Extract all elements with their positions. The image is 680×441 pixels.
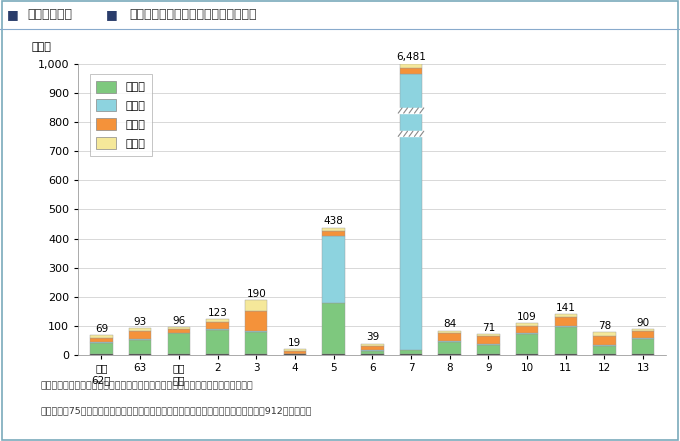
Bar xyxy=(555,314,577,317)
Text: 19: 19 xyxy=(288,338,301,348)
Bar xyxy=(439,342,461,355)
Bar xyxy=(516,334,539,355)
Bar xyxy=(593,336,615,345)
Bar xyxy=(167,333,190,355)
Bar xyxy=(477,344,500,345)
Bar xyxy=(361,351,384,355)
Bar xyxy=(245,331,267,332)
Text: 123: 123 xyxy=(207,308,227,318)
Bar xyxy=(593,345,615,346)
Text: 96: 96 xyxy=(172,316,186,326)
Text: 190: 190 xyxy=(246,288,266,299)
Bar xyxy=(400,354,422,355)
Bar xyxy=(129,328,152,331)
Bar xyxy=(129,340,152,355)
Bar xyxy=(284,354,306,355)
Text: 71: 71 xyxy=(481,323,495,333)
Bar xyxy=(632,329,654,331)
Bar xyxy=(167,354,190,355)
Text: 78: 78 xyxy=(598,321,611,331)
Bar xyxy=(439,333,461,341)
Bar xyxy=(361,344,384,346)
Bar xyxy=(284,354,306,355)
Bar xyxy=(439,341,461,342)
Bar xyxy=(632,338,654,339)
Bar xyxy=(322,354,345,355)
Bar xyxy=(593,346,615,355)
Bar xyxy=(206,319,228,322)
Bar xyxy=(90,354,113,355)
Text: 109: 109 xyxy=(517,312,537,322)
Bar xyxy=(555,317,577,326)
Bar xyxy=(322,235,345,303)
Legend: 風水害, 地　震, 雪　害, その他: 風水害, 地 震, 雪 害, その他 xyxy=(90,74,152,156)
Text: 災害原因別死者・行方不明者の状況: 災害原因別死者・行方不明者の状況 xyxy=(129,8,257,21)
Bar xyxy=(400,68,422,74)
Bar xyxy=(593,333,615,336)
Bar xyxy=(284,351,306,354)
Bar xyxy=(555,354,577,355)
Bar xyxy=(477,345,500,355)
Text: （人）: （人） xyxy=(31,42,51,52)
Bar xyxy=(361,346,384,350)
Bar xyxy=(129,331,152,339)
Bar xyxy=(245,300,267,311)
Bar xyxy=(206,330,228,355)
Text: ■: ■ xyxy=(7,8,18,21)
Bar xyxy=(129,354,152,355)
Bar xyxy=(129,339,152,340)
Bar xyxy=(206,354,228,355)
Bar xyxy=(477,336,500,344)
Bar xyxy=(284,349,306,351)
Bar xyxy=(400,64,422,68)
Text: 39: 39 xyxy=(366,333,379,343)
Bar xyxy=(245,311,267,331)
Bar xyxy=(516,354,539,355)
Text: 69: 69 xyxy=(95,324,108,334)
Bar xyxy=(361,354,384,355)
Text: 90: 90 xyxy=(636,318,650,328)
Text: 平成75年の死者のうち，阑神・淡路大地震の死者については，いわゆる関連歼912名を含む。: 平成75年の死者のうち，阑神・淡路大地震の死者については，いわゆる関連歼912名… xyxy=(41,407,312,415)
Bar xyxy=(516,333,539,334)
Bar xyxy=(516,326,539,333)
Bar xyxy=(439,331,461,333)
Bar xyxy=(90,335,113,337)
Bar xyxy=(245,354,267,355)
Bar xyxy=(400,350,422,355)
Bar xyxy=(361,350,384,351)
Bar xyxy=(167,329,190,333)
Bar xyxy=(555,326,577,327)
Bar xyxy=(400,74,422,350)
Bar xyxy=(477,354,500,355)
Bar xyxy=(593,354,615,355)
Bar xyxy=(167,327,190,329)
Bar xyxy=(322,228,345,231)
Bar xyxy=(322,303,345,355)
Bar xyxy=(516,323,539,326)
Text: 438: 438 xyxy=(324,217,343,226)
Text: 84: 84 xyxy=(443,319,456,329)
Text: 図１－２－２: 図１－２－２ xyxy=(27,8,72,21)
Text: 141: 141 xyxy=(556,303,576,313)
Text: 6,481: 6,481 xyxy=(396,52,426,62)
Bar xyxy=(439,354,461,355)
Bar xyxy=(90,343,113,344)
Bar xyxy=(245,332,267,355)
Text: ■: ■ xyxy=(105,8,117,21)
Text: 注）　消防庁資料を基に，内閣府において作成。地震には津波によるものを含む。: 注） 消防庁資料を基に，内閣府において作成。地震には津波によるものを含む。 xyxy=(41,381,254,390)
Bar xyxy=(555,327,577,355)
Text: 93: 93 xyxy=(133,317,147,327)
Bar xyxy=(90,344,113,355)
Bar xyxy=(632,339,654,355)
Bar xyxy=(206,329,228,330)
Bar xyxy=(632,331,654,338)
Bar xyxy=(90,337,113,343)
Bar xyxy=(632,354,654,355)
Bar xyxy=(206,322,228,329)
Bar xyxy=(322,231,345,235)
Bar xyxy=(477,334,500,336)
